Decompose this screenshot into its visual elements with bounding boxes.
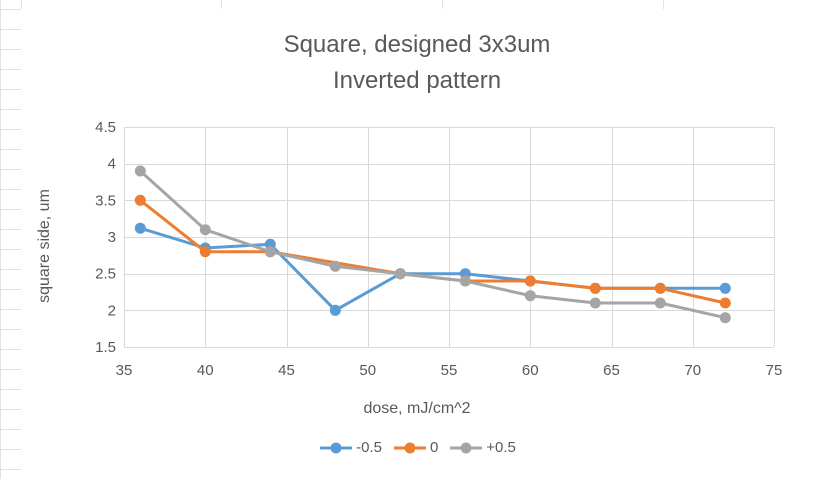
x-tick-label: 50 [359,362,376,379]
data-point [134,165,146,177]
legend-label: 0 [429,439,439,456]
data-point [134,194,146,206]
legend-marker-icon [450,442,483,453]
x-tick-label: 70 [684,362,701,379]
legend-marker-icon [393,442,426,453]
series-line-3 [138,169,727,320]
y-tick-label: 3.5 [95,192,116,209]
data-point [329,260,341,272]
data-point [134,222,146,234]
chart-area[interactable]: Square, designed 3x3um Inverted pattern … [21,9,813,479]
x-tick-label: 60 [522,362,539,379]
data-point [654,282,666,294]
y-tick-label: 2 [108,302,116,319]
data-point [459,275,471,287]
data-point [264,246,276,258]
data-point [719,282,731,294]
data-point [524,275,536,287]
data-point [719,297,731,309]
x-tick-label: 35 [116,362,133,379]
data-point [654,297,666,309]
chart-subtitle: Inverted pattern [332,67,502,94]
series-line-2 [138,198,727,305]
x-tick-label: 55 [441,362,458,379]
y-tick-label: 4 [108,156,116,173]
data-point [524,290,536,302]
data-point [589,297,601,309]
x-tick-label: 45 [278,362,295,379]
plot-svg: 1.5 2 2.5 3 3.5 4 4.5 35 40 45 50 55 60 65 70 75 [95,119,783,379]
data-point [719,312,731,324]
legend-item: -0.5 [318,439,382,456]
y-tick-label: 4.5 [95,119,116,136]
legend: -0.5 0 +0.5 [21,439,813,456]
y-axis-label: square side, um [36,189,53,303]
x-tick-label: 65 [603,362,620,379]
y-tick-label: 2.5 [95,266,116,283]
x-tick-label: 75 [766,362,783,379]
x-axis-label: dose, mJ/cm^2 [363,400,471,417]
y-tick-label: 3 [108,229,116,246]
legend-marker-icon [320,442,353,453]
legend-label: -0.5 [356,439,382,456]
legend-label: +0.5 [486,439,516,456]
chart-title: Square, designed 3x3um [283,31,551,58]
data-point [329,304,341,316]
data-point [199,246,211,258]
data-point [394,268,406,280]
legend-item: +0.5 [448,439,516,456]
series-line-1 [138,226,727,312]
x-tick-label: 40 [197,362,214,379]
legend-item: 0 [392,439,438,456]
data-point [589,282,601,294]
data-point [199,224,211,236]
y-tick-label: 1.5 [95,339,116,356]
